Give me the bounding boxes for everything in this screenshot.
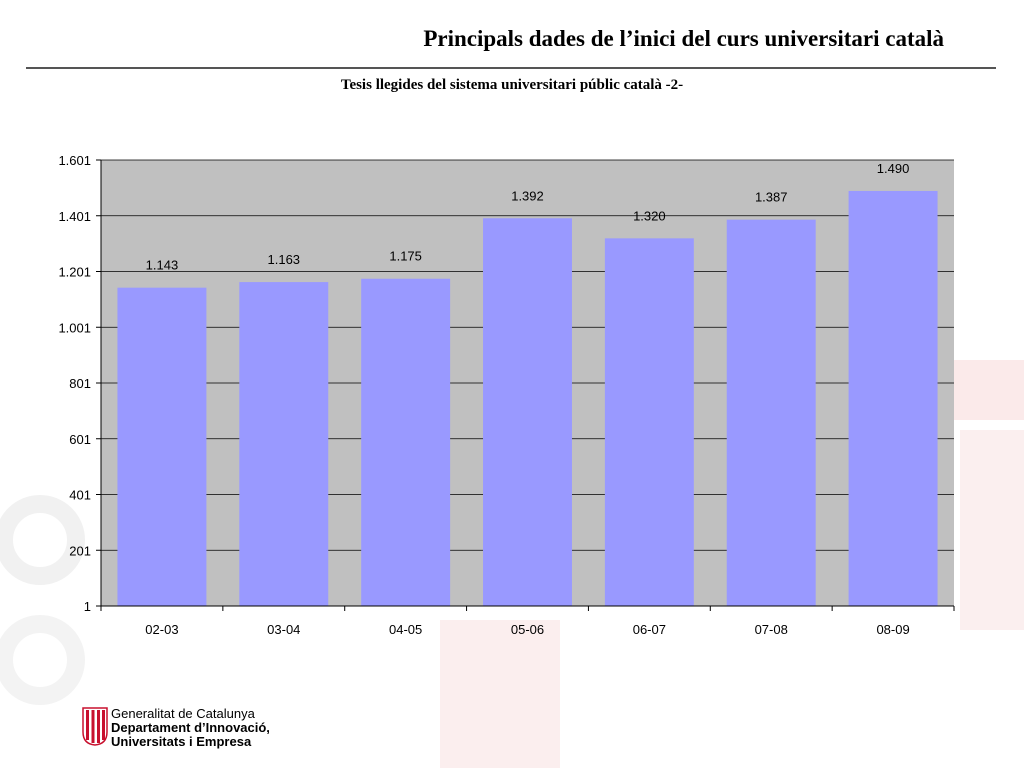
y-tick-label: 1.201: [58, 265, 91, 280]
title-divider: [26, 67, 996, 69]
bar: [117, 287, 207, 606]
bar: [361, 278, 451, 606]
y-tick-label: 1.601: [58, 153, 91, 168]
x-tick-label: 03-04: [267, 622, 300, 637]
y-tick-label: 1.401: [58, 209, 91, 224]
x-tick-label: 04-05: [389, 622, 422, 637]
y-tick-label: 401: [69, 488, 91, 503]
data-label: 1.392: [511, 188, 544, 203]
bar-chart: 1 201 401 601 801 1.001 1.201 1.401 1.601 1.143 02…: [58, 153, 955, 637]
footer-line-3: Universitats i Empresa: [111, 734, 252, 749]
data-label: 1.175: [389, 249, 422, 264]
y-tick-label: 1: [84, 599, 91, 614]
x-tick-label: 02-03: [145, 622, 178, 637]
bar: [604, 238, 694, 607]
x-tick-label: 06-07: [633, 622, 666, 637]
data-label: 1.320: [633, 208, 666, 223]
footer-institution: Generalitat de Catalunya Departament d’I…: [111, 707, 270, 749]
y-tick-label: 801: [69, 376, 91, 391]
y-tick-label: 201: [69, 543, 91, 558]
y-tick-label: 1.001: [58, 320, 91, 335]
slide-title: Principals dades de l’inici del curs uni…: [423, 26, 944, 51]
y-tick-label: 601: [69, 432, 91, 447]
bar: [239, 282, 329, 606]
footer-line-2: Departament d’Innovació,: [111, 720, 270, 735]
data-label: 1.387: [755, 190, 788, 205]
bar: [483, 218, 572, 607]
x-tick-label: 08-09: [876, 622, 909, 637]
chart-title: Tesis llegides del sistema universitari …: [340, 77, 684, 93]
data-label: 1.163: [268, 252, 301, 267]
bar: [726, 219, 816, 606]
generalitat-logo-icon: [82, 707, 108, 746]
plot-area: 1 201 401 601 801 1.001 1.201 1.401 1.601 1.143 02…: [58, 153, 955, 637]
data-label: 1.143: [146, 258, 179, 273]
footer-line-1: Generalitat de Catalunya: [111, 706, 255, 721]
bar: [848, 190, 938, 606]
x-tick-label: 05-06: [511, 622, 544, 637]
x-tick-label: 07-08: [755, 622, 788, 637]
data-label: 1.490: [877, 161, 910, 176]
